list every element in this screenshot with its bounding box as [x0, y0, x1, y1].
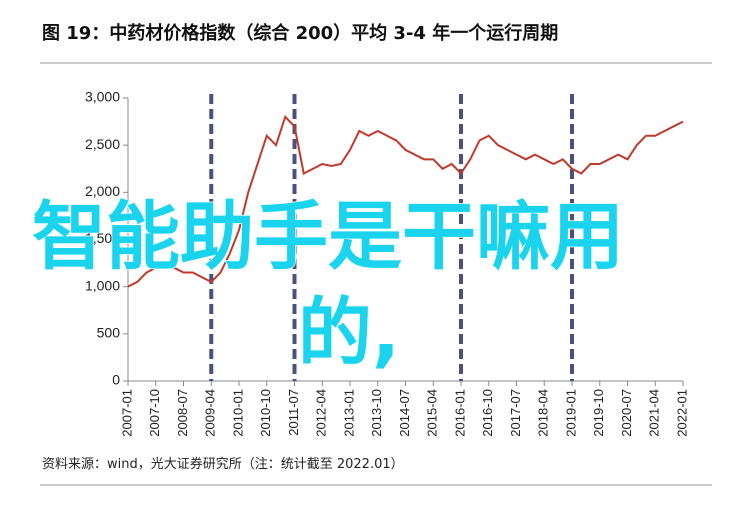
x-tick-label: 2017-07: [508, 389, 523, 437]
x-tick-label: 2019-01: [563, 389, 578, 437]
x-tick-label: 2016-01: [452, 389, 467, 437]
x-tick-label: 2013-01: [341, 389, 356, 437]
y-tick-label: 0: [112, 372, 120, 388]
x-tick-label: 2018-04: [536, 389, 551, 437]
x-tick-label: 2007-10: [147, 389, 162, 437]
x-tick-label: 2013-10: [369, 389, 384, 437]
x-tick-label: 2014-07: [397, 389, 412, 437]
y-tick-label: 500: [97, 325, 121, 341]
y-tick-label: 2,000: [85, 183, 120, 199]
x-tick-label: 2019-10: [591, 389, 606, 437]
y-tick-label: 3,000: [85, 89, 120, 105]
y-tick-label: 1,000: [85, 277, 120, 293]
x-tick-label: 2011-07: [286, 389, 301, 436]
x-tick-label: 2015-04: [425, 389, 440, 437]
x-tick-label: 2007-01: [119, 389, 134, 437]
x-tick-label: 2021-04: [647, 389, 662, 437]
x-tick-label: 2022-01: [674, 389, 689, 437]
x-tick-label: 2020-07: [619, 389, 634, 437]
overlay-text: 的,: [298, 290, 400, 376]
x-tick-label: 2009-04: [203, 389, 218, 437]
y-tick-label: 2,500: [85, 136, 120, 152]
line: [127, 114, 684, 288]
x-tick-label: 2012-04: [314, 389, 329, 437]
plot: 0 500 1,000 1,500 2,000 2,500 3,000 2007-01 2007…: [85, 89, 689, 437]
x-tick-label: 2010-01: [230, 389, 245, 437]
chart-title: 图 19：中药材价格指数（综合 200）平均 3-4 年一个运行周期: [42, 22, 558, 44]
x-tick-label: 2016-10: [480, 389, 495, 437]
x-tick-label: 2008-07: [175, 389, 190, 437]
overlay-text: 智能助手是干嘛用: [32, 194, 624, 280]
x-tick-label: 2010-10: [258, 389, 273, 437]
source: 资料来源：wind，光大证券研究所（注：统计截至 2022.01）: [42, 456, 404, 472]
y-tick-label: 1,500: [85, 230, 120, 246]
